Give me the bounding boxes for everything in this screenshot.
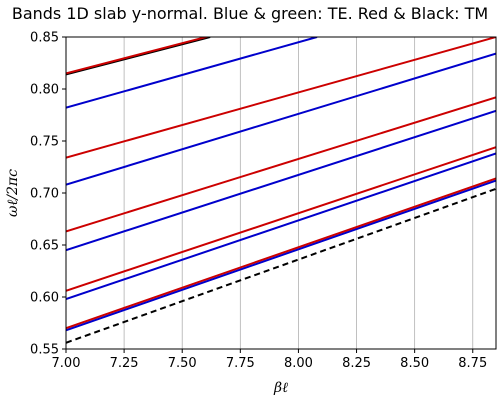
series-line-blue (66, 179, 496, 332)
y-axis-label: ωℓ/2πc (5, 169, 21, 217)
series-line-blue (66, 37, 318, 109)
series-group (66, 37, 496, 344)
series-line-blue (66, 152, 496, 301)
x-tick-label: 8.50 (400, 356, 429, 371)
x-tick-label: 8.00 (284, 356, 313, 371)
y-tick-label: 0.85 (30, 31, 59, 46)
y-axis: 0.55 0.60 0.65 0.70 0.75 0.80 0.85 (30, 31, 66, 358)
series-line-black (66, 187, 496, 344)
plot-frame (65, 36, 497, 350)
series-line-red (66, 146, 496, 292)
x-tick-label: 7.75 (226, 356, 255, 371)
series-line-blue (66, 52, 496, 186)
y-tick-label: 0.80 (30, 83, 59, 98)
x-tick-label: 8.25 (342, 356, 371, 371)
series-line-blue (66, 109, 496, 252)
y-tick-label: 0.75 (30, 135, 59, 150)
y-tick-label: 0.60 (30, 291, 59, 306)
x-tick-label: 7.00 (52, 356, 81, 371)
x-tick-label: 7.25 (110, 356, 139, 371)
series-line-red (66, 96, 496, 233)
y-tick-label: 0.70 (30, 187, 59, 202)
x-axis: 7.00 7.25 7.50 7.75 8.00 8.25 8.50 8.75 (52, 349, 487, 371)
grid (65, 37, 474, 349)
series-line-red (66, 37, 496, 159)
y-tick-label: 0.55 (30, 343, 59, 358)
x-axis-label: βℓ (273, 380, 288, 396)
series-line-red (66, 37, 211, 75)
x-tick-label: 8.75 (458, 356, 487, 371)
x-tick-label: 7.50 (168, 356, 197, 371)
series-line-red (66, 177, 496, 330)
y-tick-label: 0.65 (30, 239, 59, 254)
series-line-black (66, 37, 211, 76)
chart-title: Bands 1D slab y-normal. Blue & green: TE… (12, 4, 488, 23)
